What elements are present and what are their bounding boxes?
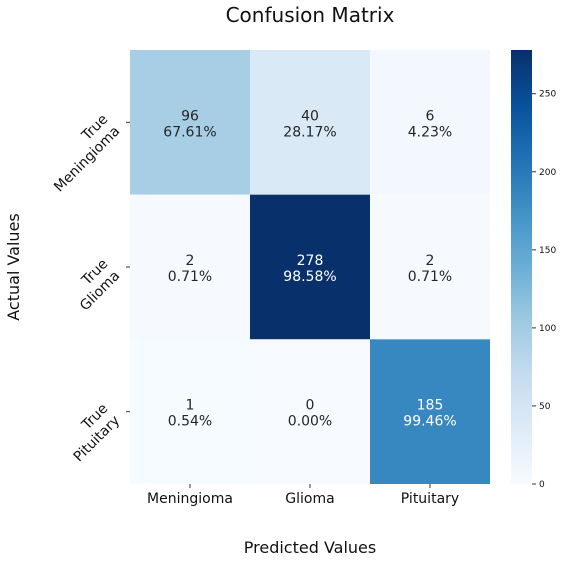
cell-count-label: 6 [426,108,435,124]
y-tick-label: TrueGlioma [65,256,123,314]
cell-count-label: 96 [181,108,199,124]
heatmap-cells [130,50,490,485]
cell-count-label: 0 [306,398,315,414]
colorbar [511,50,532,484]
x-axis-ticks: Meningioma Glioma Pituitary [147,484,459,507]
heatmap-cell [250,194,370,340]
cell-count-label: 40 [301,108,319,124]
cell-count-label: 185 [417,398,444,414]
x-tick-label: Pituitary [401,491,459,507]
cell-percent-label: 28.17% [283,124,336,140]
cell-percent-label: 67.61% [163,124,216,140]
heatmap-cell [370,194,490,340]
colorbar-tick-label: 200 [539,168,556,178]
cell-percent-label: 0.71% [408,269,452,285]
y-tick-label: TruePituitary [59,401,123,465]
x-tick-label: Glioma [285,491,334,507]
cell-percent-label: 0.00% [288,414,332,430]
colorbar-tick-label: 250 [539,90,556,100]
y-axis-label: Actual Values [4,213,23,320]
cell-count-label: 2 [186,253,195,269]
cell-percent-label: 0.54% [168,414,212,430]
heatmap-cell [130,339,250,485]
heatmap-cell [250,339,370,485]
cell-count-label: 278 [297,253,324,269]
cell-percent-label: 98.58% [283,269,336,285]
colorbar-tick-label: 0 [539,480,545,490]
x-axis-label: Predicted Values [244,538,376,557]
heatmap-cell [370,50,490,195]
cell-percent-label: 4.23% [408,124,452,140]
colorbar-tick-label: 150 [539,246,556,256]
colorbar-tick-label: 50 [539,402,551,412]
colorbar-ticks: 0 50 100 150 200 250 [532,90,556,490]
x-tick-label: Meningioma [147,491,233,507]
cell-count-label: 1 [186,398,195,414]
heatmap-cell [130,194,250,340]
cell-count-label: 2 [426,253,435,269]
cell-percent-label: 0.71% [168,269,212,285]
heatmap-cell [130,50,250,195]
heatmap-cell [370,339,490,485]
y-axis-ticks: TrueMeningioma TrueGlioma TruePituitary [39,111,130,465]
heatmap-cell-labels: 9667.61%4028.17%64.23%20.71%27898.58%20.… [163,108,456,429]
y-tick-label: TrueMeningioma [39,111,123,195]
chart-title: Confusion Matrix [226,3,395,27]
cell-percent-label: 99.46% [403,414,456,430]
colorbar-tick-label: 100 [539,324,556,334]
heatmap-cell [250,50,370,195]
